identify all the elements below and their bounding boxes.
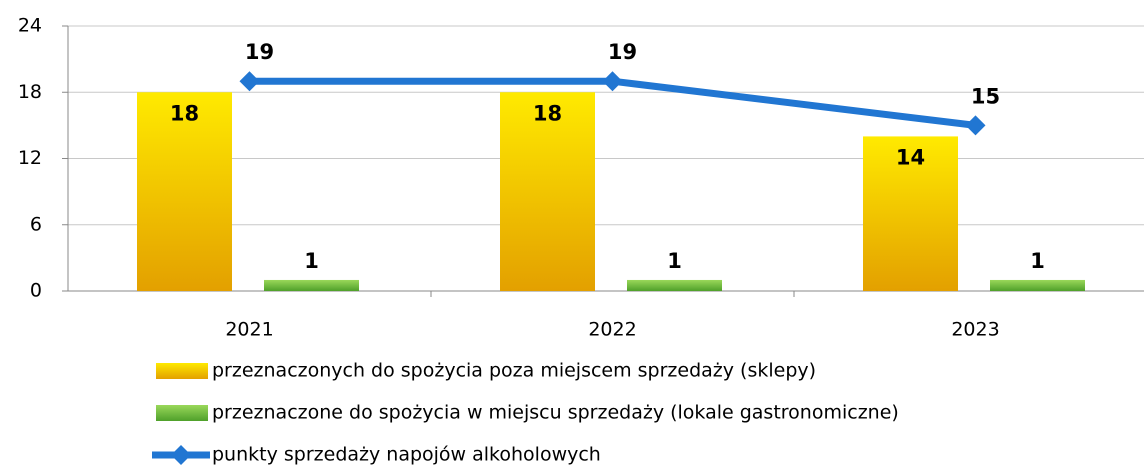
data-label: 19 bbox=[245, 40, 274, 64]
marker bbox=[602, 71, 623, 92]
data-label: 18 bbox=[170, 101, 199, 125]
data-label: 14 bbox=[896, 145, 925, 169]
bar bbox=[990, 279, 1085, 291]
bar bbox=[500, 92, 595, 291]
bar bbox=[627, 279, 722, 291]
x-tick-label: 2021 bbox=[225, 319, 273, 341]
data-label: 1 bbox=[667, 249, 682, 273]
marker bbox=[965, 115, 986, 136]
bar bbox=[137, 92, 232, 291]
y-tick-label: 6 bbox=[30, 213, 42, 235]
bar bbox=[863, 136, 958, 291]
data-label: 19 bbox=[608, 40, 637, 64]
marker bbox=[239, 71, 260, 92]
legend-label: punkty sprzedaży napojów alkoholowych bbox=[212, 444, 601, 466]
data-label: 1 bbox=[1030, 249, 1045, 273]
legend-label: przeznaczonych do spożycia poza miejscem… bbox=[212, 360, 816, 382]
y-tick-label: 24 bbox=[18, 15, 42, 37]
x-tick-label: 2023 bbox=[951, 319, 999, 341]
bar bbox=[264, 279, 359, 291]
legend-swatch bbox=[156, 405, 208, 421]
y-tick-label: 18 bbox=[18, 81, 42, 103]
legend-marker bbox=[171, 445, 191, 465]
data-label: 1 bbox=[304, 249, 319, 273]
x-tick-label: 2022 bbox=[588, 319, 636, 341]
legend-label: przeznaczone do spożycia w miejscu sprze… bbox=[212, 402, 899, 424]
y-tick-label: 0 bbox=[30, 280, 42, 302]
y-tick-label: 12 bbox=[18, 147, 42, 169]
data-label: 18 bbox=[533, 101, 562, 125]
legend-swatch bbox=[156, 363, 208, 379]
data-label: 15 bbox=[971, 84, 1000, 108]
